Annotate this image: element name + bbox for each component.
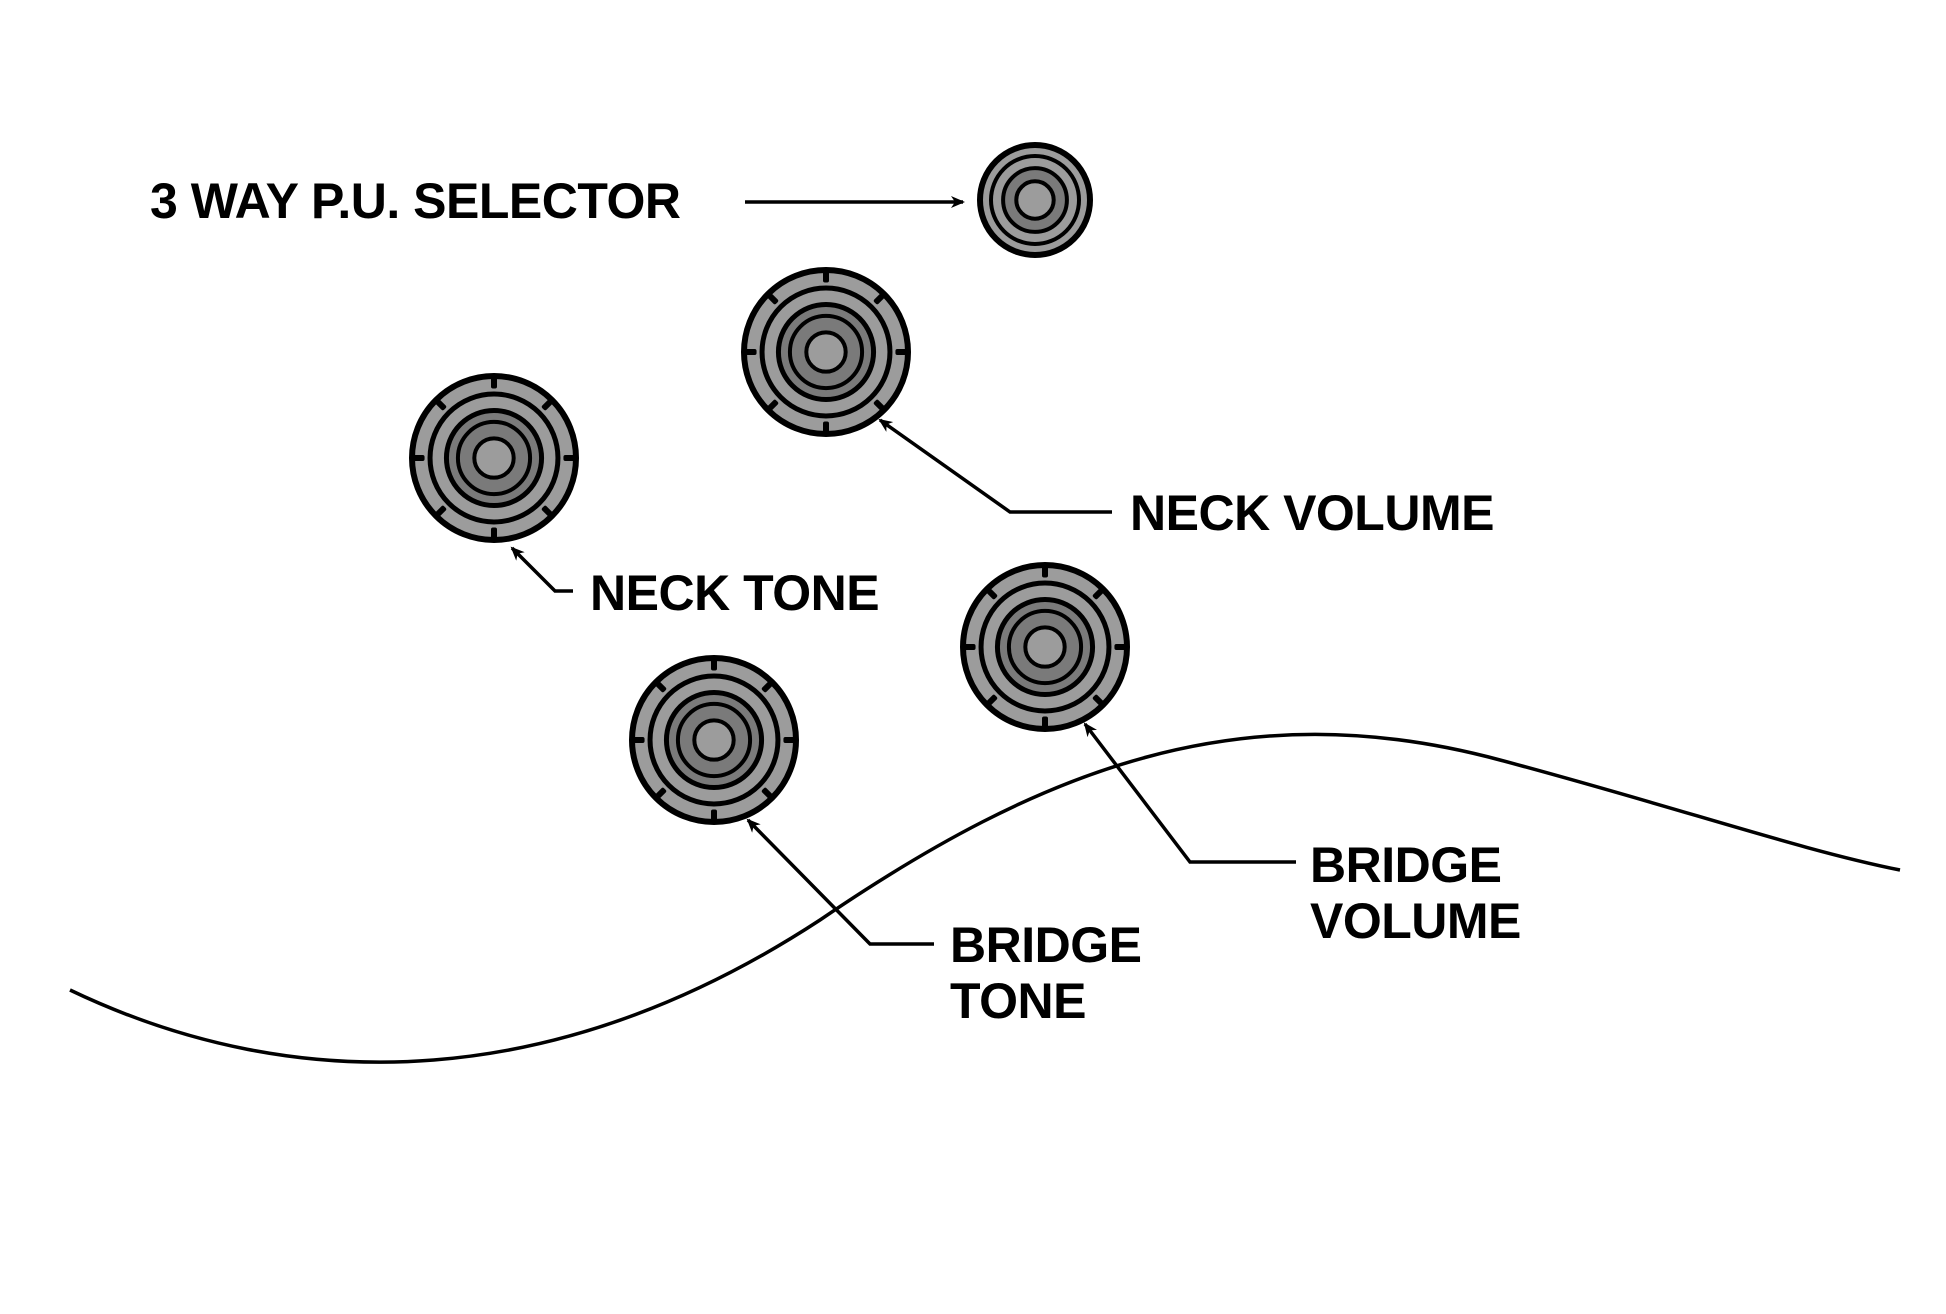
bridge-tone-knob-icon (632, 658, 796, 822)
label-bridge-tone-line2: TONE (950, 973, 1086, 1029)
neck-tone-knob-icon (412, 376, 576, 540)
label-bridge-volume-line1: BRIDGE (1310, 837, 1501, 893)
arrow-bridge-volume (1085, 724, 1296, 862)
label-bridge-tone-line1: BRIDGE (950, 917, 1141, 973)
bridge-volume-knob-icon (963, 565, 1127, 729)
selector-switch-icon (980, 145, 1090, 255)
arrow-bridge-tone (748, 820, 934, 944)
arrow-neck-tone (512, 548, 573, 591)
label-neck-tone: NECK TONE (590, 565, 879, 621)
arrow-neck-volume (880, 420, 1112, 512)
knob-group (412, 145, 1127, 822)
label-neck-volume: NECK VOLUME (1130, 485, 1494, 541)
label-selector: 3 WAY P.U. SELECTOR (150, 173, 681, 229)
label-bridge-volume-line2: VOLUME (1310, 893, 1521, 949)
neck-volume-knob-icon (744, 270, 908, 434)
